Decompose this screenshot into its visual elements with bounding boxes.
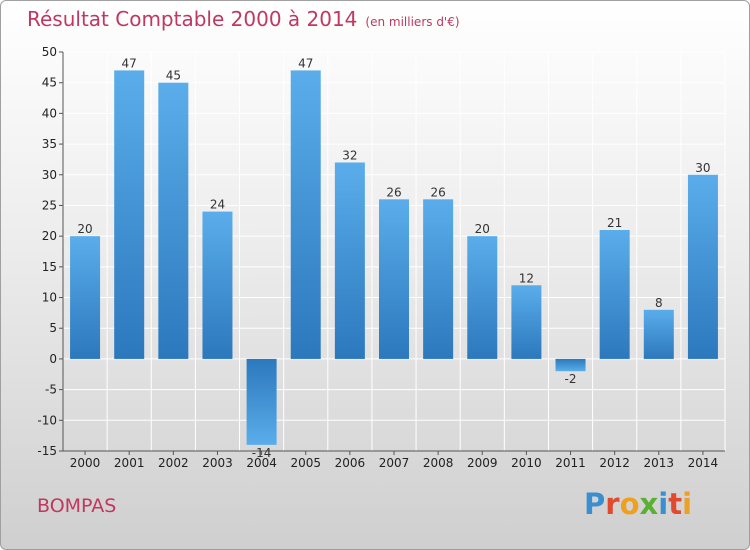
value-label-2013: 8 [655, 296, 663, 310]
x-tick-label: 2010 [511, 456, 542, 470]
y-tick-label: 45 [42, 76, 57, 90]
y-tick-label: 0 [49, 352, 57, 366]
value-label-2002: 45 [166, 69, 181, 83]
x-tick-label: 2007 [379, 456, 410, 470]
axes: -15 -10 -5 0 5 10 15 20 25 30 35 40 45 50 2000 2001 2002… [37, 45, 725, 470]
bar-2000 [70, 236, 101, 359]
y-tick-label: 25 [42, 198, 57, 212]
x-tick-label: 2008 [423, 456, 454, 470]
bar-2013 [643, 309, 674, 359]
logo-letter: i [658, 487, 669, 521]
x-tick-label: 2013 [644, 456, 675, 470]
proxiti-logo[interactable]: Proxiti [584, 487, 692, 521]
value-label-2014: 30 [695, 161, 710, 175]
y-tick-label: 5 [49, 321, 57, 335]
bar-2002 [158, 82, 189, 359]
bar-2012 [599, 230, 630, 359]
value-label-2004: -14 [252, 446, 272, 460]
x-tick-label: 2001 [114, 456, 145, 470]
bar-2007 [379, 199, 409, 359]
bar-2005 [290, 70, 321, 359]
bars [70, 70, 718, 445]
logo-letter: t [668, 487, 683, 521]
value-label-2003: 24 [210, 198, 225, 212]
value-label-2005: 47 [298, 56, 313, 70]
bar-2008 [423, 199, 454, 359]
value-labels: 20 47 45 24 -14 47 32 26 26 20 12 -2 21 8 30 [77, 56, 710, 459]
y-tick-label: 15 [42, 260, 57, 274]
x-tick-label: 2012 [599, 456, 630, 470]
y-tick-label: -5 [45, 383, 57, 397]
value-label-2012: 21 [607, 216, 622, 230]
town-name: BOMPAS [37, 495, 117, 517]
chart-title: Résultat Comptable 2000 à 2014 [27, 7, 358, 31]
x-tick-label: 2011 [555, 456, 586, 470]
value-label-2008: 26 [430, 185, 445, 199]
bar-2009 [467, 236, 498, 359]
x-tick-label: 2002 [158, 456, 189, 470]
value-label-2006: 32 [342, 148, 357, 162]
value-label-2011: -2 [565, 372, 577, 386]
x-tick-label: 2006 [335, 456, 366, 470]
x-tick-label: 2009 [467, 456, 498, 470]
y-tick-label: 10 [42, 291, 57, 305]
bar-2003 [202, 211, 233, 359]
bar-2010 [511, 285, 542, 359]
bar-2014 [687, 174, 718, 359]
x-tick-label: 2005 [290, 456, 321, 470]
logo-letter: x [639, 487, 659, 521]
y-tick-label: -15 [37, 444, 57, 458]
bar-2006 [334, 162, 365, 359]
logo-letter: r [605, 487, 620, 521]
bar-2011 [555, 358, 586, 372]
value-label-2009: 20 [475, 222, 490, 236]
value-label-2007: 26 [386, 185, 401, 199]
bar-2004 [246, 358, 277, 445]
value-label-2010: 12 [519, 271, 534, 285]
y-tick-label: 40 [42, 106, 57, 120]
title-row: Résultat Comptable 2000 à 2014 (en millie… [27, 7, 460, 31]
value-label-2001: 47 [122, 56, 137, 70]
logo-letter: o [619, 487, 640, 521]
chart-subtitle: (en milliers d'€) [365, 15, 460, 29]
x-tick-label: 2003 [202, 456, 233, 470]
value-label-2000: 20 [77, 222, 92, 236]
x-tick-label: 2004 [246, 456, 277, 470]
bar-2001 [114, 70, 145, 359]
y-tick-label: -10 [37, 413, 57, 427]
logo-letter: P [584, 487, 606, 521]
y-tick-label: 50 [42, 45, 57, 59]
y-tick-label: 35 [42, 137, 57, 151]
y-tick-label: 30 [42, 168, 57, 182]
x-tick-label: 2000 [70, 456, 101, 470]
logo-letter: i [682, 487, 693, 521]
x-tick-label: 2014 [688, 456, 719, 470]
y-tick-label: 20 [42, 229, 57, 243]
